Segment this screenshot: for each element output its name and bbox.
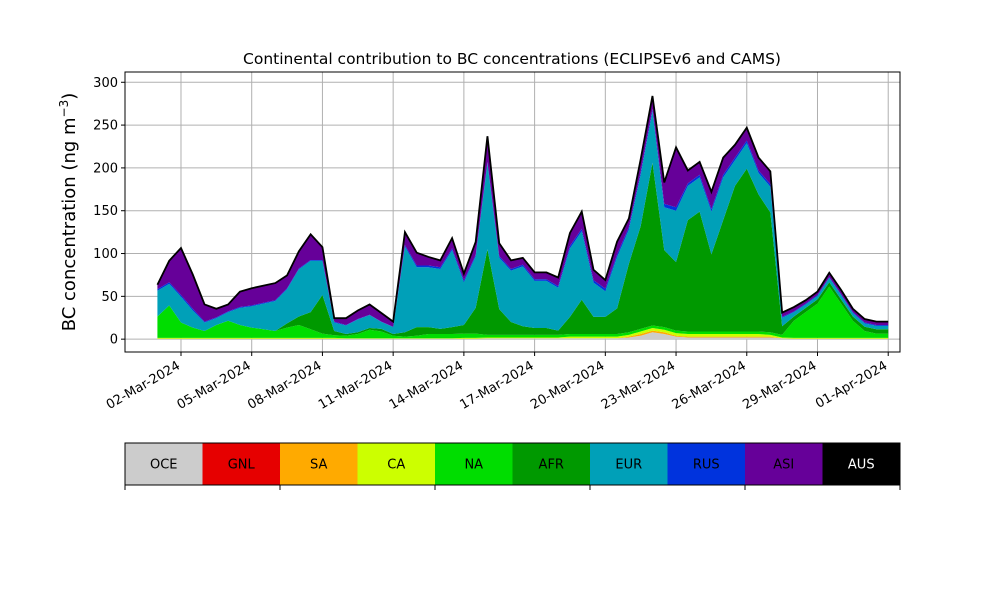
x-axis: 02-Mar-202405-Mar-202408-Mar-202411-Mar-… xyxy=(104,352,890,413)
x-tick-label: 17-Mar-2024 xyxy=(457,358,536,412)
legend-label-rus: RUS xyxy=(693,458,720,473)
y-tick-label: 300 xyxy=(93,76,118,91)
area-asi xyxy=(157,95,889,327)
y-axis-label-close: ) xyxy=(59,93,80,100)
area-eur xyxy=(157,111,889,335)
y-axis-label-main: BC concentration (ng m xyxy=(59,117,80,331)
area-ca xyxy=(157,328,889,339)
legend-label-afr: AFR xyxy=(539,458,564,473)
y-tick-label: 150 xyxy=(93,204,118,219)
legend-frame xyxy=(124,442,901,486)
legend-swatch-gnl xyxy=(202,443,281,485)
y-axis-label: BC concentration (ng m−3) xyxy=(57,93,80,332)
x-tick-label: 08-Mar-2024 xyxy=(245,358,324,412)
y-tick-label: 200 xyxy=(93,161,118,176)
y-axis: 0 50 100 150 200 250 300 xyxy=(93,76,125,348)
legend-swatch-aus xyxy=(822,443,901,485)
area-na xyxy=(157,286,889,339)
x-tick-label: 26-Mar-2024 xyxy=(670,358,749,412)
area-sa xyxy=(157,330,889,339)
x-tick-label: 01-Apr-2024 xyxy=(813,358,890,411)
legend-label-eur: EUR xyxy=(615,458,642,473)
x-tick-label: 23-Mar-2024 xyxy=(599,358,678,412)
legend-swatch-oce xyxy=(125,443,203,485)
legend-label-ca: CA xyxy=(387,458,405,473)
y-axis-label-superscript: −3 xyxy=(57,100,71,118)
y-tick-label: 100 xyxy=(93,247,118,262)
legend-label-gnl: GNL xyxy=(228,458,256,473)
legend-label-na: NA xyxy=(464,458,483,473)
legend-label-sa: SA xyxy=(310,458,327,473)
legend-label-aus: AUS xyxy=(848,458,875,473)
legend-swatch-asi xyxy=(745,443,823,485)
y-tick-label: 50 xyxy=(101,290,118,305)
x-tick-label: 14-Mar-2024 xyxy=(387,358,466,412)
stacked-areas xyxy=(157,95,889,340)
chart-title: Continental contribution to BC concentra… xyxy=(243,50,781,68)
x-tick-label: 29-Mar-2024 xyxy=(740,358,819,412)
y-tick-label: 0 xyxy=(110,333,118,348)
x-tick-label: 11-Mar-2024 xyxy=(316,358,395,412)
legend-swatch-sa xyxy=(280,443,358,485)
total-outline xyxy=(156,95,889,324)
legend-swatch-eur xyxy=(590,443,668,485)
x-tick-label: 20-Mar-2024 xyxy=(528,358,607,412)
x-tick-label: 02-Mar-2024 xyxy=(104,358,183,412)
legend-swatch-rus xyxy=(667,443,746,485)
x-tick-label: 05-Mar-2024 xyxy=(175,358,254,412)
legend-swatch-na xyxy=(435,443,513,485)
y-tick-label: 250 xyxy=(93,119,118,134)
legend-label-oce: OCE xyxy=(150,458,178,473)
legend-label-asi: ASI xyxy=(773,458,794,473)
plot-frame xyxy=(124,71,901,353)
legend-swatch-afr xyxy=(512,443,591,485)
legend-swatch-ca xyxy=(357,443,436,485)
area-afr xyxy=(157,162,889,337)
legend: OCE GNL SA CA NA AFR EUR RUS ASI AUS xyxy=(124,442,901,490)
